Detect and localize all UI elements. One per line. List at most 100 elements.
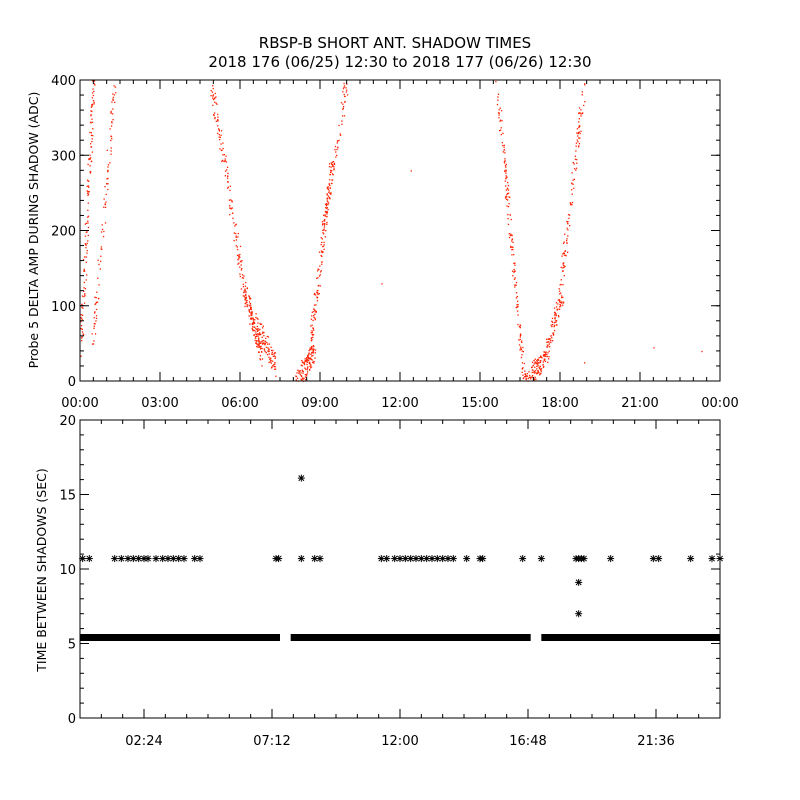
delta-amp-point [528,371,530,373]
delta-amp-point [314,292,316,295]
delta-amp-point [559,284,561,286]
delta-amp-point [244,288,246,290]
delta-amp-point [558,299,560,301]
delta-amp-point [259,348,262,350]
delta-amp-point [580,109,582,111]
shadow-interval-point [479,555,487,563]
delta-amp-point [312,361,314,363]
delta-amp-point [542,361,544,363]
delta-amp-point [544,353,546,356]
delta-amp-point [240,269,243,271]
delta-amp-point [313,314,315,317]
delta-amp-point [330,171,332,173]
delta-amp-point [326,206,328,209]
delta-amp-point [538,366,540,369]
delta-amp-point [551,320,553,322]
delta-amp-point [328,163,331,165]
delta-amp-point [93,312,96,314]
delta-amp-point [87,192,89,194]
delta-amp-point [213,113,215,116]
delta-amp-point [515,297,518,299]
delta-amp-point [90,114,92,116]
delta-amp-point [319,271,322,273]
delta-amp-point [254,339,256,342]
delta-amp-point [536,365,538,368]
delta-amp-point [86,252,88,254]
delta-amp-point [533,372,536,374]
delta-amp-point [338,139,340,142]
delta-amp-point [573,178,576,181]
delta-amp-point [247,304,249,306]
delta-amp-point [346,89,348,91]
delta-amp-point [259,358,261,360]
delta-amp-point [300,375,303,377]
shadow-interval-x-tick-label: 12:00 [381,734,418,749]
delta-amp-point [505,169,507,171]
delta-amp-point [508,233,510,235]
delta-amp-point [507,213,509,216]
delta-amp-point [560,283,562,286]
shadow-interval-point [316,555,324,563]
delta-amp-point [304,358,306,360]
delta-amp-point [508,236,511,239]
delta-amp-point [252,319,255,321]
delta-amp-point [307,359,310,362]
delta-amp-point [266,335,268,338]
delta-amp-point [95,320,97,322]
delta-amp-point [107,166,109,168]
delta-amp-point [245,296,248,298]
delta-amp-point [258,346,260,348]
delta-amp-point [90,122,92,124]
delta-amp-point [93,322,95,325]
delta-amp-point [536,362,539,365]
shadow-interval-point [297,555,305,563]
delta-amp-point [545,351,547,353]
delta-amp-point [97,259,99,261]
delta-amp-point [96,301,99,303]
delta-amp-point [101,228,104,231]
delta-amp-point [105,201,107,203]
delta-amp-point [212,98,215,101]
delta-amp-point [326,213,328,215]
delta-amp-point [524,370,526,372]
delta-amp-point [305,374,307,376]
delta-amp-point [217,120,219,122]
delta-amp-point [538,361,540,364]
delta-amp-point [326,211,328,213]
delta-amp-point [551,325,553,328]
delta-amp-point [530,378,532,380]
delta-amp-point [311,331,314,333]
delta-amp-point [506,205,508,207]
delta-amp-point [562,304,564,306]
delta-amp-point [569,203,572,205]
delta-amp-point [509,214,511,216]
delta-amp-point [239,275,241,278]
delta-amp-point [92,100,95,102]
delta-amp-point [547,361,549,363]
delta-amp-point [251,323,254,326]
delta-amp-point [308,349,310,352]
delta-amp-point [512,241,514,243]
delta-amp-point [498,114,500,116]
delta-amp-point [258,343,260,346]
delta-amp-point [303,377,305,380]
shadow-interval-point [196,555,204,563]
delta-amp-point [552,332,555,334]
delta-amp-y-tick-label: 0 [68,375,76,390]
delta-amp-point [235,245,237,247]
delta-amp-point [215,96,217,98]
delta-amp-point [91,92,94,94]
delta-amp-point [516,295,518,298]
delta-amp-point [304,376,307,378]
delta-amp-point [273,353,276,355]
delta-amp-point [327,208,329,211]
delta-amp-point [327,188,329,190]
delta-amp-point [578,145,580,147]
delta-amp-point [311,330,313,332]
delta-amp-point [233,222,235,224]
delta-amp-point [91,105,93,107]
delta-amp-point [214,117,216,120]
delta-amp-point [251,311,253,313]
delta-amp-point [503,161,506,163]
delta-amp-point [245,294,247,297]
